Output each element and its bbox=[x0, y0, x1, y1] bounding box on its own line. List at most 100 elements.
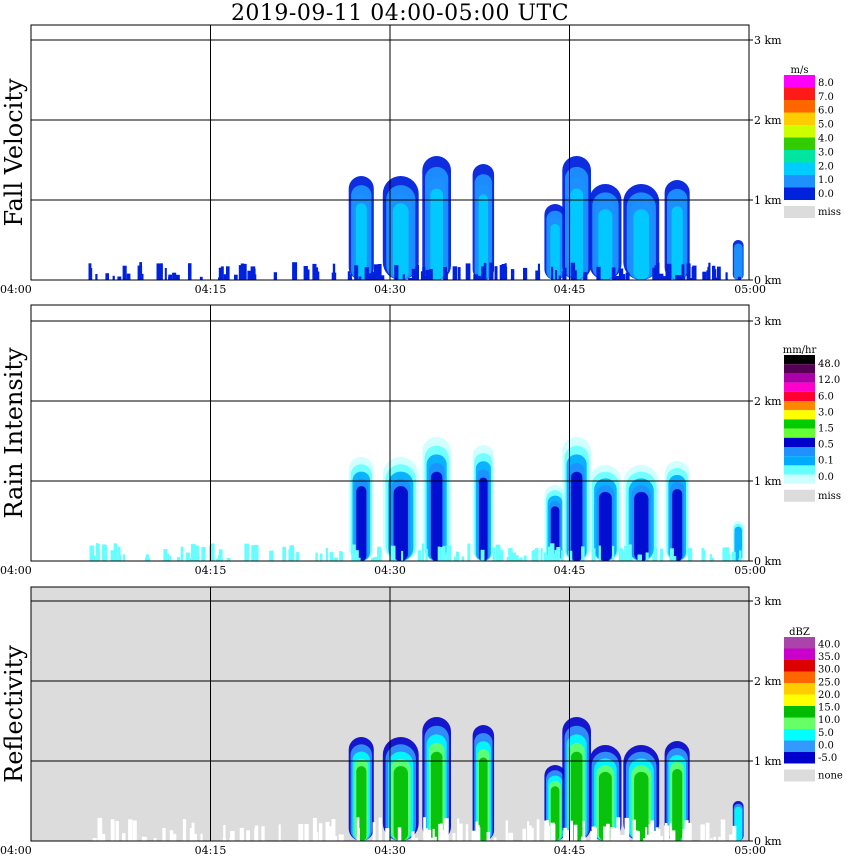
echo-speckle bbox=[166, 555, 170, 561]
legend-swatch bbox=[784, 364, 815, 374]
legend-label: 10.0 bbox=[818, 715, 840, 726]
echo-speckle bbox=[325, 822, 330, 841]
echo-speckle bbox=[730, 834, 733, 841]
echo-speckle bbox=[329, 554, 334, 561]
echo-cell bbox=[479, 757, 488, 841]
echo-cell bbox=[479, 477, 488, 561]
plot-frame bbox=[30, 24, 750, 281]
legend-swatch bbox=[784, 752, 815, 764]
echo-speckle bbox=[621, 551, 626, 561]
echo-speckle bbox=[551, 266, 554, 280]
panel-fall-velocity: 04:00 04:15 04:30 04:45 05:000 km 1 km 2 km 3 k… bbox=[0, 24, 841, 296]
echo-speckle bbox=[481, 266, 486, 280]
y-tick-label: 0 km bbox=[754, 555, 782, 568]
legend-swatch bbox=[784, 683, 815, 695]
echo-cell bbox=[393, 766, 408, 841]
echo-speckle bbox=[523, 267, 528, 280]
echo-speckle bbox=[164, 268, 167, 280]
echo-speckle bbox=[340, 551, 344, 561]
echo-speckle bbox=[246, 830, 250, 841]
echo-speckle bbox=[729, 834, 732, 841]
echo-speckle bbox=[117, 546, 121, 561]
x-tick-label: 04:15 bbox=[195, 844, 227, 857]
echo-speckle bbox=[473, 274, 478, 280]
echo-cell bbox=[734, 247, 742, 280]
echo-speckle bbox=[414, 838, 418, 841]
echo-speckle bbox=[415, 264, 419, 280]
echo-speckle bbox=[199, 276, 203, 280]
echo-speckle bbox=[523, 555, 527, 561]
echo-cell bbox=[356, 486, 367, 561]
echo-speckle bbox=[452, 833, 456, 841]
echo-speckle bbox=[426, 829, 432, 841]
echo-speckle bbox=[156, 263, 161, 280]
echo-speckle bbox=[739, 550, 742, 561]
echo-speckle bbox=[122, 833, 126, 841]
echo-speckle bbox=[304, 824, 309, 841]
echo-speckle bbox=[153, 838, 157, 841]
echo-speckle bbox=[352, 551, 355, 561]
echo-speckle bbox=[137, 265, 143, 280]
legend-swatch bbox=[784, 125, 815, 138]
legend-label: 20.0 bbox=[818, 690, 840, 701]
echo-speckle bbox=[527, 821, 530, 841]
echo-speckle bbox=[113, 543, 118, 561]
legend-swatch bbox=[784, 447, 815, 457]
echo-speckle bbox=[537, 263, 540, 280]
echo-speckle bbox=[200, 833, 203, 841]
legend-label: 35.0 bbox=[818, 652, 840, 663]
plot-frame bbox=[30, 586, 750, 842]
echo-speckle bbox=[162, 828, 166, 841]
echo-speckle bbox=[458, 823, 463, 841]
echo-speckle bbox=[654, 265, 659, 280]
echo-speckle bbox=[423, 817, 426, 841]
y-tick-label: 1 km bbox=[754, 755, 782, 768]
echo-speckle bbox=[610, 827, 615, 841]
echo-speckle bbox=[201, 546, 206, 561]
legend: dBZ 40.0 35.0 30.025.0 20.0 15.010.0 5.0 0.0-5.… bbox=[784, 627, 843, 782]
echo-speckle bbox=[402, 274, 405, 280]
echo-cell bbox=[634, 491, 649, 561]
legend: m/s 8.0 7.0 6.0 5.0 4.0 3.0 2.0 1.0 0.0 miss bbox=[784, 65, 841, 218]
echo-speckle bbox=[659, 548, 664, 561]
echo-speckle bbox=[550, 822, 555, 841]
echo-speckle bbox=[659, 273, 664, 280]
echo-speckle bbox=[692, 265, 697, 280]
echo-speckle bbox=[534, 548, 539, 561]
echo-speckle bbox=[503, 266, 508, 280]
echo-speckle bbox=[687, 822, 692, 841]
echo-speckle bbox=[718, 836, 723, 841]
legend-label: 0.0 bbox=[818, 741, 834, 752]
echo-speckle bbox=[510, 269, 515, 280]
echo-speckle bbox=[315, 552, 318, 561]
x-tick-label: 05:00 bbox=[734, 564, 766, 577]
echo-speckle bbox=[348, 277, 353, 280]
echo-speckle bbox=[669, 822, 672, 841]
echo-speckle bbox=[319, 553, 323, 561]
echo-speckle bbox=[340, 834, 344, 841]
echo-speckle bbox=[331, 819, 336, 841]
legend-swatch bbox=[784, 100, 815, 113]
echo-speckle bbox=[681, 264, 685, 280]
echo-cell bbox=[570, 188, 583, 281]
echo-speckle bbox=[354, 550, 359, 561]
legend-swatch bbox=[784, 671, 815, 683]
echo-speckle bbox=[558, 275, 562, 280]
echo-speckle bbox=[220, 266, 224, 280]
echo-speckle bbox=[175, 274, 180, 280]
legend-label: 25.0 bbox=[818, 677, 840, 688]
echo-speckle bbox=[163, 549, 168, 561]
echo-speckle bbox=[612, 828, 618, 841]
chart-title: 2019-09-11 04:00-05:00 UTC bbox=[230, 1, 570, 26]
echo-speckle bbox=[318, 823, 323, 841]
echo-speckle bbox=[496, 546, 499, 561]
echo-speckle bbox=[115, 821, 119, 841]
x-tick-label: 04:30 bbox=[374, 564, 406, 577]
echo-speckle bbox=[480, 549, 485, 561]
x-tick-label: 04:30 bbox=[374, 283, 406, 296]
echo-speckle bbox=[188, 263, 192, 280]
legend-swatch bbox=[784, 660, 815, 672]
echo-speckle bbox=[422, 266, 426, 280]
echo-speckle bbox=[444, 271, 448, 280]
